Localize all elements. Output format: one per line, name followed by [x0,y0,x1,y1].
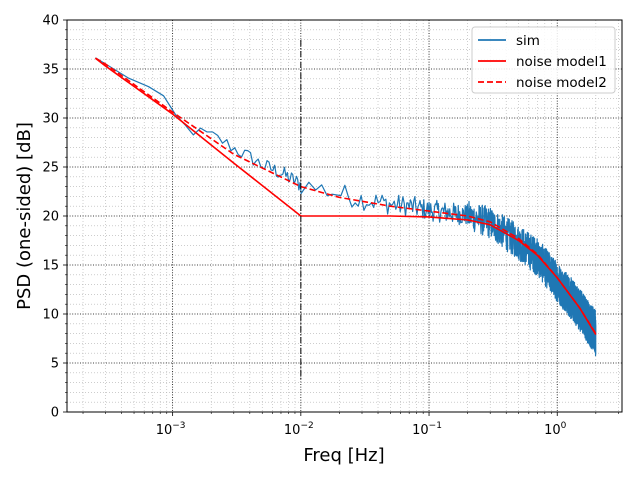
y-tick-label: 10 [42,308,59,323]
y-tick-label: 40 [42,14,59,29]
tick-labels: 10−3 10−2 10−1 100 0 5 10 15 20 25 30 35 40 [42,14,566,439]
y-axis-label: PSD (one-sided) [dB] [14,122,35,310]
x-tick-label: 100 [544,421,567,438]
y-tick-label: 35 [42,63,59,78]
legend-box [471,26,616,94]
x-axis-label: Freq [Hz] [303,445,384,466]
legend-label: sim [516,33,540,49]
y-tick-label: 15 [42,259,59,274]
y-tick-label: 0 [51,406,59,421]
y-tick-label: 5 [51,357,59,372]
series-line-3 [95,57,597,335]
series-line-1 [95,57,597,357]
x-tick-label: 10−2 [284,421,314,438]
legend: sim noise model1 noise model2 [471,26,616,94]
y-tick-label: 20 [42,210,59,225]
legend-label: noise model2 [516,75,607,91]
legend-label: noise model1 [516,54,607,70]
x-tick-label: 10−3 [156,421,186,438]
x-tick-label: 10−1 [412,421,442,438]
y-tick-label: 30 [42,112,59,127]
y-tick-label: 25 [42,161,59,176]
data-layer [94,57,597,357]
axis-ticks [63,19,619,416]
